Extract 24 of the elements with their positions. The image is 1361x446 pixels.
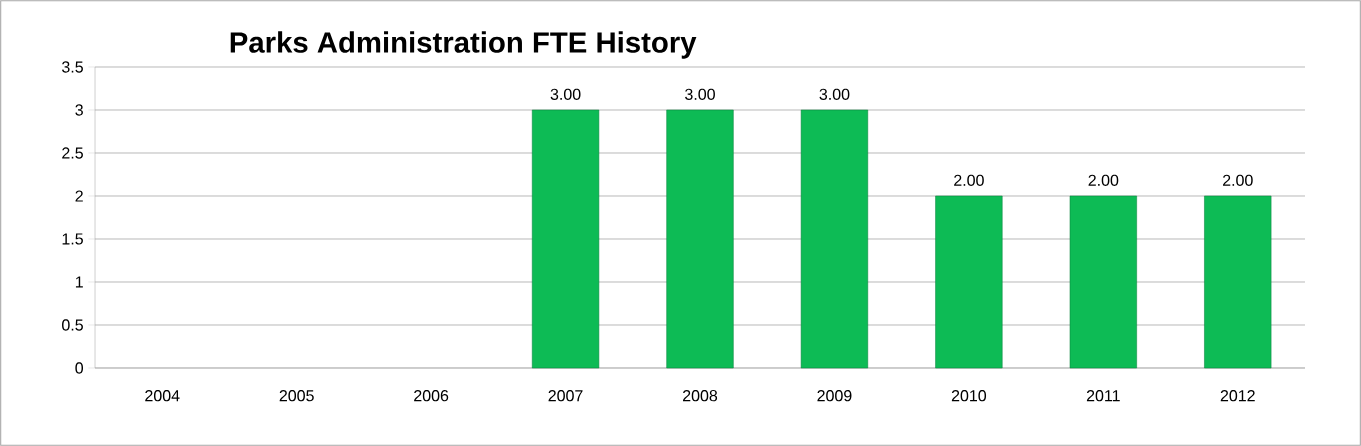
y-tick-label: 1.5 [62,233,83,245]
data-label: 3.00 [550,88,581,100]
y-tick-label: 1 [75,276,83,288]
data-label: 2.00 [954,174,984,186]
y-tick-label: 2.5 [62,147,83,159]
y-tick-label: 2 [75,190,83,202]
y-tick-label: 3.5 [62,61,83,73]
y-tick-label: 3 [75,104,83,116]
y-tick-label: 0.5 [62,319,83,331]
data-label: 2.00 [1222,174,1253,186]
x-tick-label: 2012 [1220,390,1255,402]
x-tick-label: 2008 [683,390,718,402]
x-tick-label: 2009 [817,390,852,402]
data-label: 2.00 [1088,174,1119,186]
chart-title: Parks Administration FTE History [230,31,697,59]
data-label: 3.00 [819,88,850,100]
x-tick-label: 2006 [414,390,449,402]
data-label: 3.00 [685,88,715,100]
x-tick-label: 2005 [279,390,314,402]
y-tick-label: 0 [75,362,84,374]
x-tick-label: 2011 [1086,390,1120,402]
x-tick-label: 2007 [548,390,583,402]
x-tick-label: 2010 [951,390,987,402]
x-tick-label: 2004 [145,390,180,402]
